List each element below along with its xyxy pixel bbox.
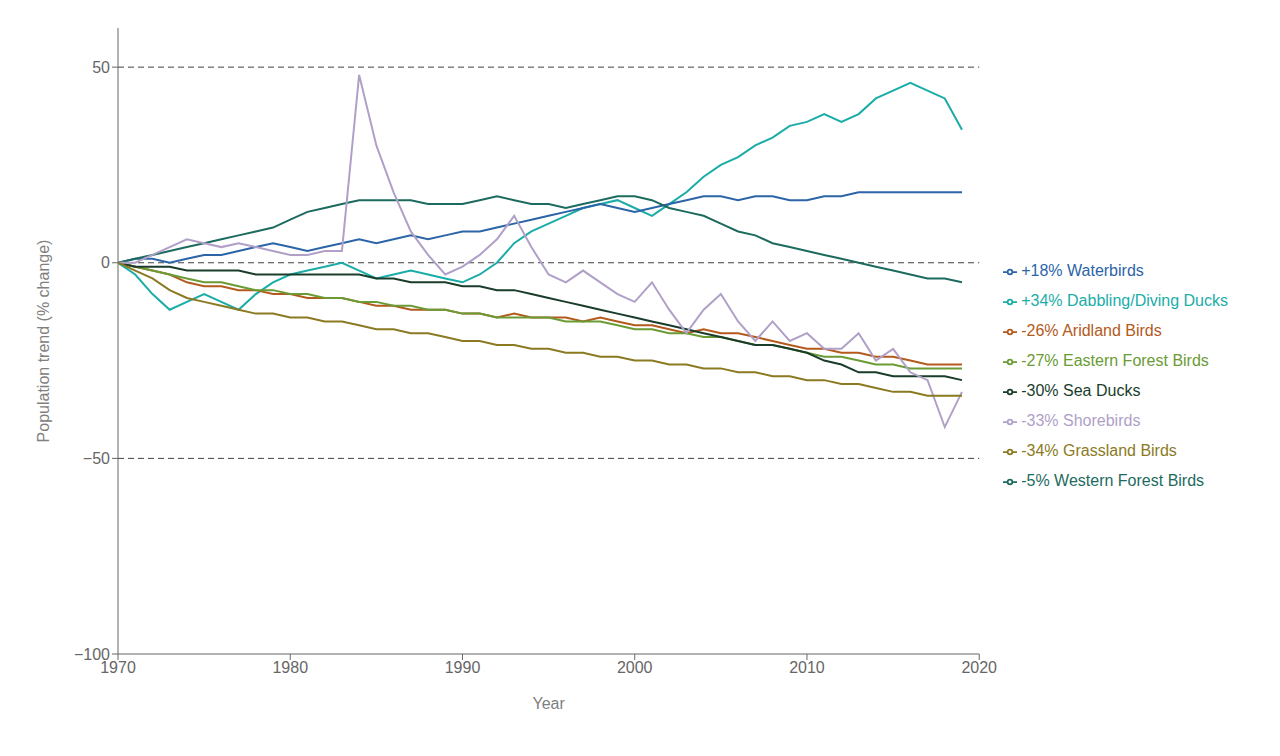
svg-text:−100: −100	[74, 646, 110, 663]
html-text:-26% Aridland Birds: -26% Aridland Birds	[1021, 322, 1162, 339]
html-text:-27% Eastern Forest Birds: -27% Eastern Forest Birds	[1021, 352, 1209, 369]
html-text:+18% Waterbirds: +18% Waterbirds	[1021, 262, 1144, 279]
html-text:-33% Shorebirds: -33% Shorebirds	[1021, 412, 1141, 429]
svg-text:−50: −50	[83, 450, 110, 467]
svg-text:1990: 1990	[445, 659, 481, 676]
html-text:-5% Western Forest Birds: -5% Western Forest Birds	[1021, 472, 1205, 489]
svg-text:2000: 2000	[617, 659, 653, 676]
svg-text:1970: 1970	[100, 659, 136, 677]
svg-text:Population trend (% change): Population trend (% change)	[35, 240, 52, 443]
svg-text:50: 50	[92, 59, 110, 76]
html-text:+34% Dabbling/Diving Ducks: +34% Dabbling/Diving Ducks	[1021, 292, 1228, 309]
svg-text:Year: Year	[532, 695, 565, 712]
svg-text:1980: 1980	[272, 659, 308, 676]
html-text:-30% Sea Ducks: -30% Sea Ducks	[1021, 382, 1141, 399]
html-text:-34% Grassland Birds: -34% Grassland Birds	[1021, 442, 1177, 459]
svg-text:0: 0	[101, 254, 110, 271]
svg-text:2020: 2020	[961, 659, 997, 676]
svg-text:2010: 2010	[789, 659, 825, 676]
